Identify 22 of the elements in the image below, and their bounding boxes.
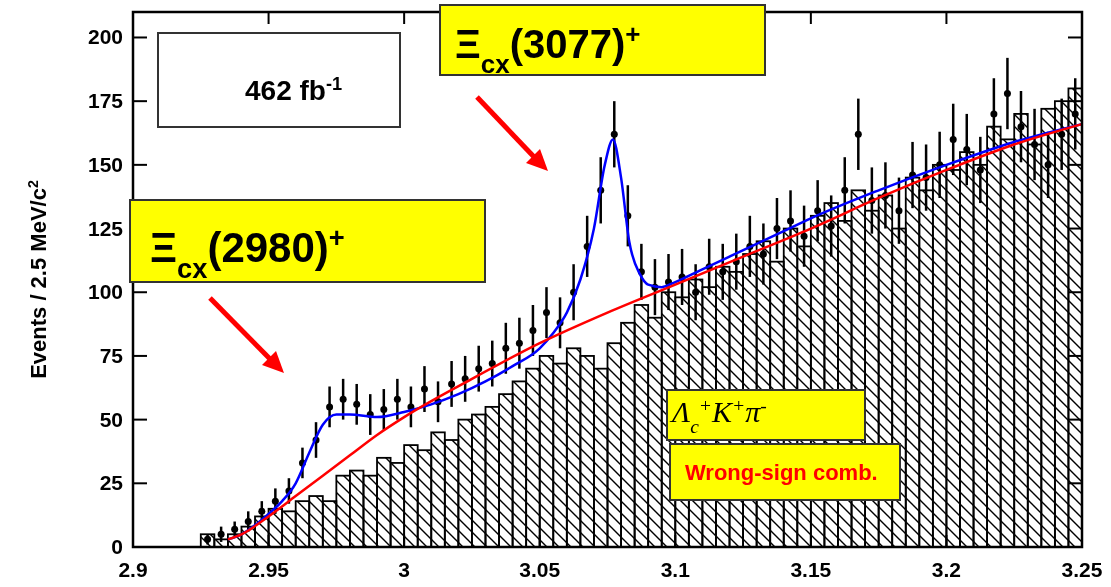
y-tick-label: 25 [99,471,124,495]
x-tick-label: 3.1 [660,558,691,581]
annotation: Ξ$_{cx}$(3077)$^{+}$ [455,19,641,79]
x-tick-label: 3.25 [1061,558,1103,581]
y-tick-label: 175 [87,89,124,113]
x-tick-label: 3.05 [519,558,561,581]
y-tick-label: 0 [111,535,123,558]
annotation: Λ$_{c}$$^{+}$K$^{+}$π$^{-}$ [669,394,767,437]
y-tick-label: 150 [87,152,123,176]
x-tick-label: 3 [398,558,410,581]
y-tick-label: 200 [87,25,123,49]
y-tick-label: 75 [99,343,124,367]
y-tick-label: 125 [87,216,124,240]
x-tick-label: 3.15 [790,558,832,581]
annotation: 462 fb$^{-1}$ [245,74,343,106]
annotation: Wrong-sign comb. [685,460,878,485]
annotation: Ξ$_{cx}$(2980)$^{+}$ [150,221,345,284]
x-tick-label: 2.95 [248,558,290,581]
x-tick-label: 2.9 [118,558,148,581]
y-tick-label: 100 [87,280,123,304]
y-tick-label: 50 [99,407,123,431]
x-tick-label: 3.2 [931,558,962,581]
